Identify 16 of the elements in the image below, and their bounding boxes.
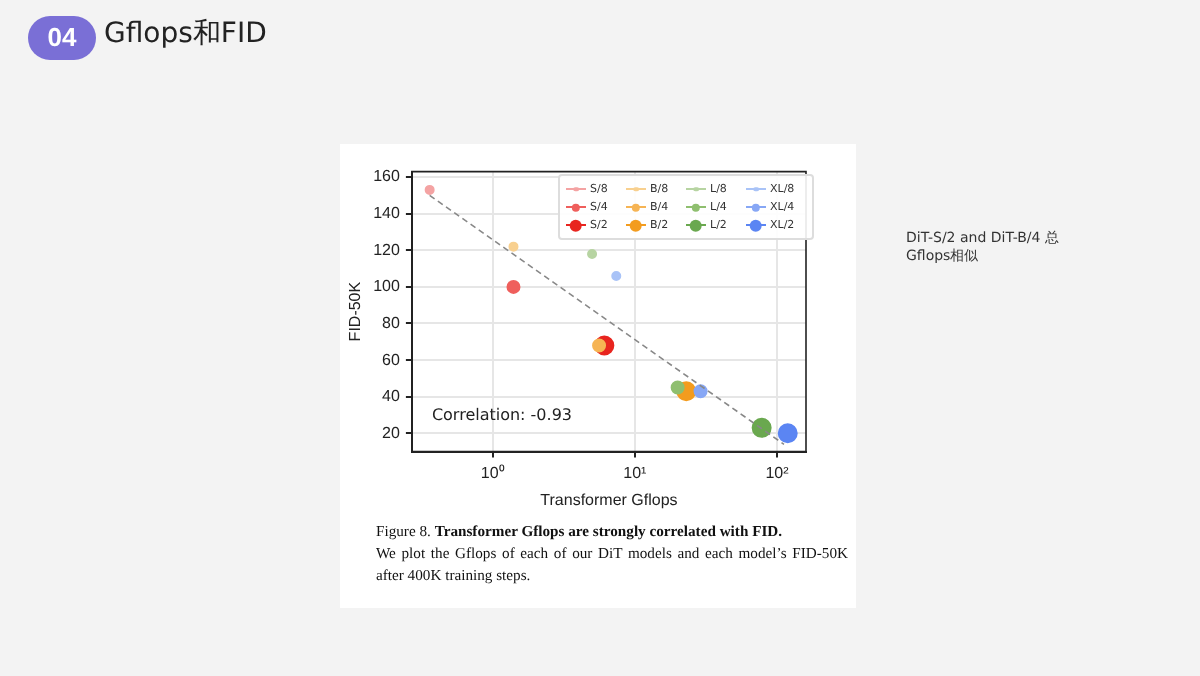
y-tick-label: 160 [373,167,401,186]
text: Gflops和FID [104,16,267,52]
x-tick-label: 10¹ [623,463,648,482]
y-tick-label: 100 [373,277,401,296]
x-tick-label: 10² [765,463,790,482]
y-tick-label: 60 [382,350,401,369]
x-axis-title: Transformer Gflops [540,490,678,509]
y-tick-label: 120 [373,240,401,259]
y-tick-label: 20 [382,423,401,442]
x-tick-label: 10⁰ [480,463,505,482]
text: 04 [28,16,96,60]
annotation: Correlation: -0.93 [431,405,573,424]
y-tick-label: 40 [382,387,401,406]
y-tick-label: 80 [382,313,401,332]
y-axis-title: FID-50K [346,280,365,342]
y-tick-label: 140 [373,204,401,223]
